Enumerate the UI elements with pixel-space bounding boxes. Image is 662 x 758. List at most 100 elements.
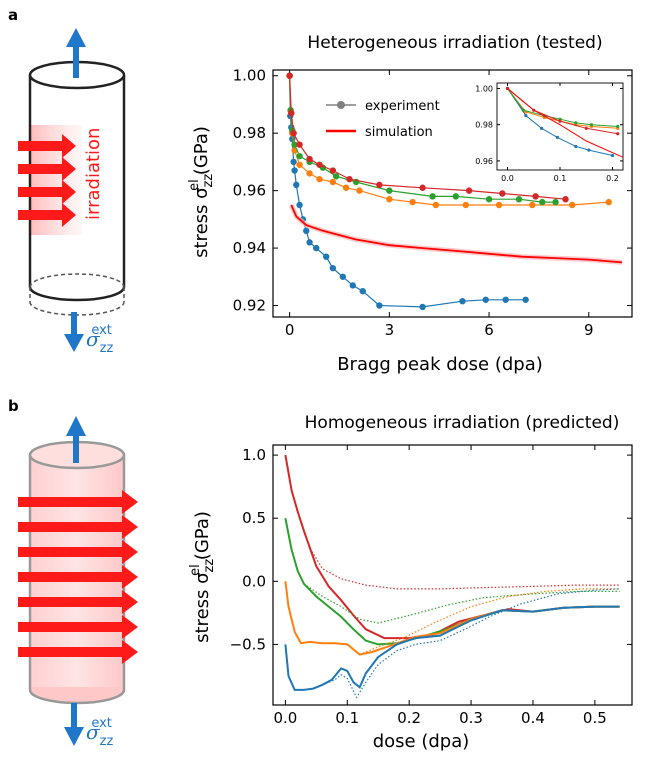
experiment-point xyxy=(462,201,469,209)
experiment-point xyxy=(342,184,350,191)
experiment-point xyxy=(485,196,493,203)
experiment-point xyxy=(452,193,460,200)
chart-a-legend: experiment simulation xyxy=(326,99,440,140)
experiment-point xyxy=(429,193,436,200)
experiment-point xyxy=(502,296,509,303)
experiment-point xyxy=(376,302,383,309)
red-arrow-icon xyxy=(18,540,138,564)
experiment-point xyxy=(605,198,612,206)
irradiation-arrows-b xyxy=(18,490,138,664)
chart-b-ytick-label: −0.5 xyxy=(230,635,266,653)
legend-experiment-label: experiment xyxy=(365,99,440,114)
chart-a: Heterogeneous irradiation (tested) Bragg… xyxy=(187,33,633,375)
experiment-point xyxy=(296,201,303,209)
chart-a-ylabel: stress σzzel(GPa) xyxy=(187,126,216,258)
series-blue-solid xyxy=(284,605,620,691)
experiment-point xyxy=(495,201,503,209)
panel-b-illustration: b σzzext xyxy=(8,397,138,749)
red-arrow-icon xyxy=(18,515,138,539)
experiment-point xyxy=(522,296,529,303)
experiment-point xyxy=(419,184,426,191)
experiment-point xyxy=(288,109,295,117)
experiment-point xyxy=(339,273,347,280)
up-arrow-icon xyxy=(66,416,86,463)
red-arrow-icon xyxy=(18,565,138,589)
chart-a-ytick-label: 0.94 xyxy=(233,239,266,257)
experiment-point xyxy=(482,296,489,303)
red-arrow-icon xyxy=(18,640,138,664)
experiment-point xyxy=(286,72,293,79)
experiment-point xyxy=(306,170,313,177)
inset-ytick-label: 0.96 xyxy=(475,157,493,166)
red-arrow-icon xyxy=(18,490,138,514)
chart-a-frame xyxy=(272,69,633,318)
inset-point xyxy=(558,119,562,123)
inset-xtick-label: 0.2 xyxy=(606,174,619,183)
experiment-point xyxy=(293,181,300,189)
experiment-point xyxy=(329,264,337,272)
inset-point xyxy=(587,148,591,152)
chart-b-xtick-label: 0.4 xyxy=(521,709,545,727)
experiment-point xyxy=(313,244,320,252)
inset-point xyxy=(574,121,578,125)
chart-b-ylabel: stress σzzel(GPa) xyxy=(188,511,217,643)
inset-xtick-label: 0.1 xyxy=(554,174,567,183)
experiment-point xyxy=(306,239,313,246)
irradiation-arrows-a xyxy=(18,134,76,227)
chart-a-xtick-label: 0 xyxy=(285,321,295,339)
inset-frame xyxy=(496,82,624,171)
experiment-point xyxy=(303,227,310,235)
panel-a-letter: a xyxy=(8,6,18,24)
chart-a-xlabel: Bragg peak dose (dpa) xyxy=(337,354,543,375)
experiment-point xyxy=(376,181,383,189)
chart-a-title: Heterogeneous irradiation (tested) xyxy=(307,33,602,53)
chart-b: Homogeneous irradiation (predicted) dose… xyxy=(188,413,633,752)
red-arrow-icon xyxy=(18,203,76,227)
inset-point xyxy=(540,126,544,130)
down-arrow-icon xyxy=(64,703,84,746)
red-arrow-icon xyxy=(18,615,138,639)
down-arrow-icon xyxy=(64,312,84,352)
inset-series-sim_red xyxy=(507,88,624,158)
experiment-point xyxy=(568,201,576,209)
chart-a-xtick-label: 3 xyxy=(385,321,395,339)
series-orange-solid xyxy=(284,581,620,656)
chart-a-ytick-label: 0.92 xyxy=(233,297,266,315)
chart-b-ytick-label: 0.5 xyxy=(242,509,266,527)
chart-b-xtick-label: 0.2 xyxy=(397,709,421,727)
irradiation-label: irradiation xyxy=(83,128,104,220)
experiment-point xyxy=(349,282,356,289)
experiment-point xyxy=(515,196,523,203)
series-orange-dotted xyxy=(359,588,620,656)
red-arrow-icon xyxy=(18,157,76,181)
inset-point xyxy=(616,124,620,129)
experiment-point xyxy=(291,167,298,174)
experiment-point xyxy=(532,193,539,200)
experiment-point xyxy=(332,173,340,180)
experiment-point xyxy=(296,141,303,148)
series-green-dotted xyxy=(303,583,620,624)
chart-a-ytick-label: 0.96 xyxy=(233,182,266,200)
chart-a-ytick-label: 0.98 xyxy=(233,124,266,142)
inset-point xyxy=(616,132,620,136)
experiment-point xyxy=(290,129,297,137)
experiment-point xyxy=(529,201,536,209)
experiment-point xyxy=(419,303,426,311)
experiment-point xyxy=(291,141,298,148)
experiment-point xyxy=(562,196,569,203)
chart-b-xtick-label: 0.1 xyxy=(335,709,359,727)
inset-ytick-label: 1.00 xyxy=(475,84,493,93)
panel-a-illustration: a irradiation xyxy=(8,6,126,356)
inset-point xyxy=(521,108,525,112)
inset-point xyxy=(589,123,594,127)
series-blue-dotted xyxy=(322,588,620,699)
experiment-point xyxy=(329,178,337,186)
panel-b-letter: b xyxy=(8,397,19,415)
series-red-solid xyxy=(284,454,620,640)
chart-a-inset: 0.0 0.1 0.2 0.96 0.98 1.00 xyxy=(475,82,624,183)
experiment-point xyxy=(409,198,416,206)
simulation-series xyxy=(290,204,623,264)
inset-point xyxy=(584,126,588,130)
inset-point xyxy=(610,153,615,158)
